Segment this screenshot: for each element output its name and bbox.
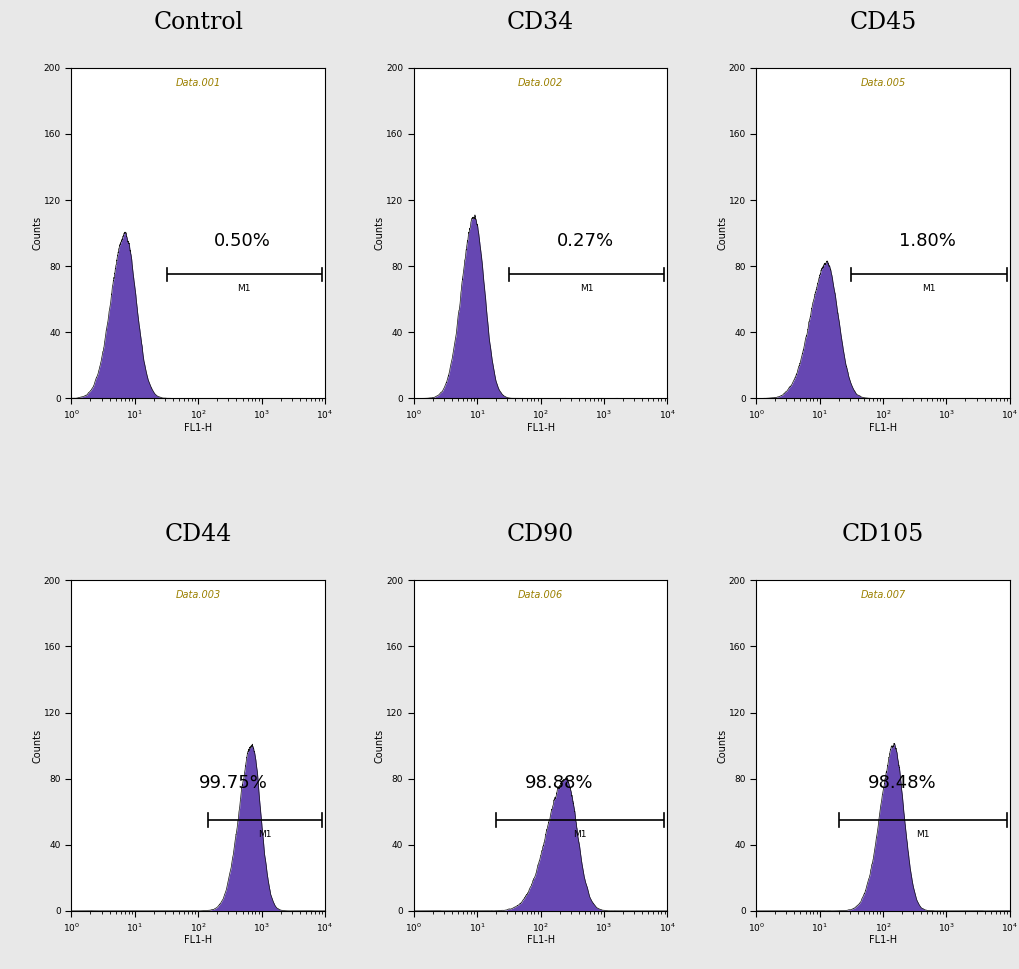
Y-axis label: Counts: Counts xyxy=(374,216,384,250)
Text: 98.88%: 98.88% xyxy=(525,774,593,792)
Text: M1: M1 xyxy=(573,829,586,839)
Text: M1: M1 xyxy=(258,829,271,839)
Text: 0.50%: 0.50% xyxy=(214,232,271,250)
X-axis label: FL1-H: FL1-H xyxy=(526,935,554,945)
Title: CD90: CD90 xyxy=(506,523,574,547)
Title: Control: Control xyxy=(153,11,243,34)
X-axis label: FL1-H: FL1-H xyxy=(868,422,896,432)
Y-axis label: Counts: Counts xyxy=(33,729,43,763)
Text: Data.005: Data.005 xyxy=(859,78,905,88)
Text: Data.007: Data.007 xyxy=(859,590,905,600)
Text: M1: M1 xyxy=(921,284,934,294)
Text: Data.006: Data.006 xyxy=(518,590,562,600)
Text: Data.001: Data.001 xyxy=(175,78,221,88)
Y-axis label: Counts: Counts xyxy=(716,729,727,763)
Text: 98.48%: 98.48% xyxy=(867,774,935,792)
Title: CD34: CD34 xyxy=(506,11,574,34)
Text: M1: M1 xyxy=(237,284,251,294)
Y-axis label: Counts: Counts xyxy=(33,216,43,250)
X-axis label: FL1-H: FL1-H xyxy=(526,422,554,432)
Title: CD45: CD45 xyxy=(849,11,916,34)
Y-axis label: Counts: Counts xyxy=(716,216,727,250)
Text: Data.003: Data.003 xyxy=(175,590,221,600)
X-axis label: FL1-H: FL1-H xyxy=(184,422,212,432)
Text: 1.80%: 1.80% xyxy=(898,232,955,250)
Text: 99.75%: 99.75% xyxy=(199,774,267,792)
Text: 0.27%: 0.27% xyxy=(556,232,613,250)
Title: CD105: CD105 xyxy=(841,523,923,547)
Y-axis label: Counts: Counts xyxy=(374,729,384,763)
Text: M1: M1 xyxy=(915,829,928,839)
Text: M1: M1 xyxy=(579,284,593,294)
X-axis label: FL1-H: FL1-H xyxy=(868,935,896,945)
Title: CD44: CD44 xyxy=(164,523,231,547)
Text: Data.002: Data.002 xyxy=(518,78,562,88)
X-axis label: FL1-H: FL1-H xyxy=(184,935,212,945)
